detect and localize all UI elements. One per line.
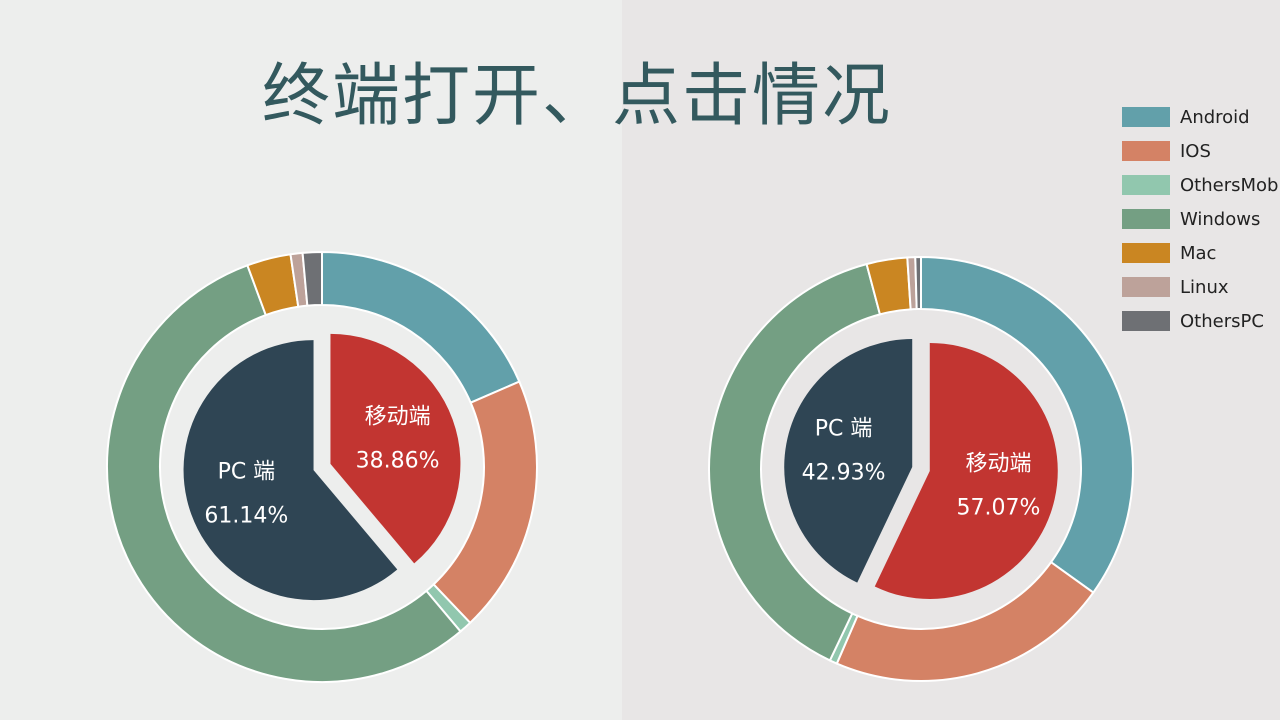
label-pc-name: PC 端 <box>218 460 276 485</box>
label-pc-percent: 61.14% <box>204 504 288 529</box>
outer-slice-windows <box>106 264 462 683</box>
legend-swatch <box>1122 209 1170 229</box>
legend-label: Mac <box>1180 242 1217 264</box>
legend-item-otherspc[interactable]: OthersPC <box>1122 304 1280 338</box>
legend-swatch <box>1122 243 1170 263</box>
legend-label: IOS <box>1180 140 1211 162</box>
label-mobile-percent: 38.86% <box>356 448 440 473</box>
legend-item-ios[interactable]: IOS <box>1122 134 1280 168</box>
outer-slice-otherspc <box>301 250 323 307</box>
outer-slice-android <box>920 255 1134 594</box>
inner-slice-mobile <box>874 342 1058 599</box>
page-title: 终端打开、点击情况 <box>262 57 893 136</box>
legend-swatch <box>1122 141 1170 161</box>
label-pc-name: PC 端 <box>815 417 873 442</box>
label-mobile-percent: 57.07% <box>957 495 1041 520</box>
legend-swatch <box>1122 107 1170 127</box>
outer-slice-windows <box>708 262 882 662</box>
label-mobile-name: 移动端 <box>965 451 1031 476</box>
legend-swatch <box>1122 175 1170 195</box>
legend-item-mac[interactable]: Mac <box>1122 236 1280 270</box>
legend-item-othersmob[interactable]: OthersMob <box>1122 168 1280 202</box>
legend-item-android[interactable]: Android <box>1122 100 1280 134</box>
inner-slice-pc <box>784 339 913 583</box>
legend-label: Windows <box>1180 208 1261 230</box>
outer-slice-otherspc <box>914 255 922 311</box>
chart-legend: Android IOS OthersMob Windows Mac Linux Others… <box>1122 100 1280 338</box>
legend-swatch <box>1122 277 1170 297</box>
legend-item-linux[interactable]: Linux <box>1122 270 1280 304</box>
label-mobile-name: 移动端 <box>365 404 431 429</box>
inner-slice-mobile <box>330 333 461 564</box>
label-pc-percent: 42.93% <box>802 461 886 486</box>
legend-swatch <box>1122 311 1170 331</box>
legend-item-windows[interactable]: Windows <box>1122 202 1280 236</box>
legend-label: Android <box>1180 106 1250 128</box>
legend-label: OthersMob <box>1180 174 1279 196</box>
legend-label: Linux <box>1180 276 1229 298</box>
legend-label: OthersPC <box>1180 310 1264 332</box>
inner-slice-pc <box>183 340 398 601</box>
